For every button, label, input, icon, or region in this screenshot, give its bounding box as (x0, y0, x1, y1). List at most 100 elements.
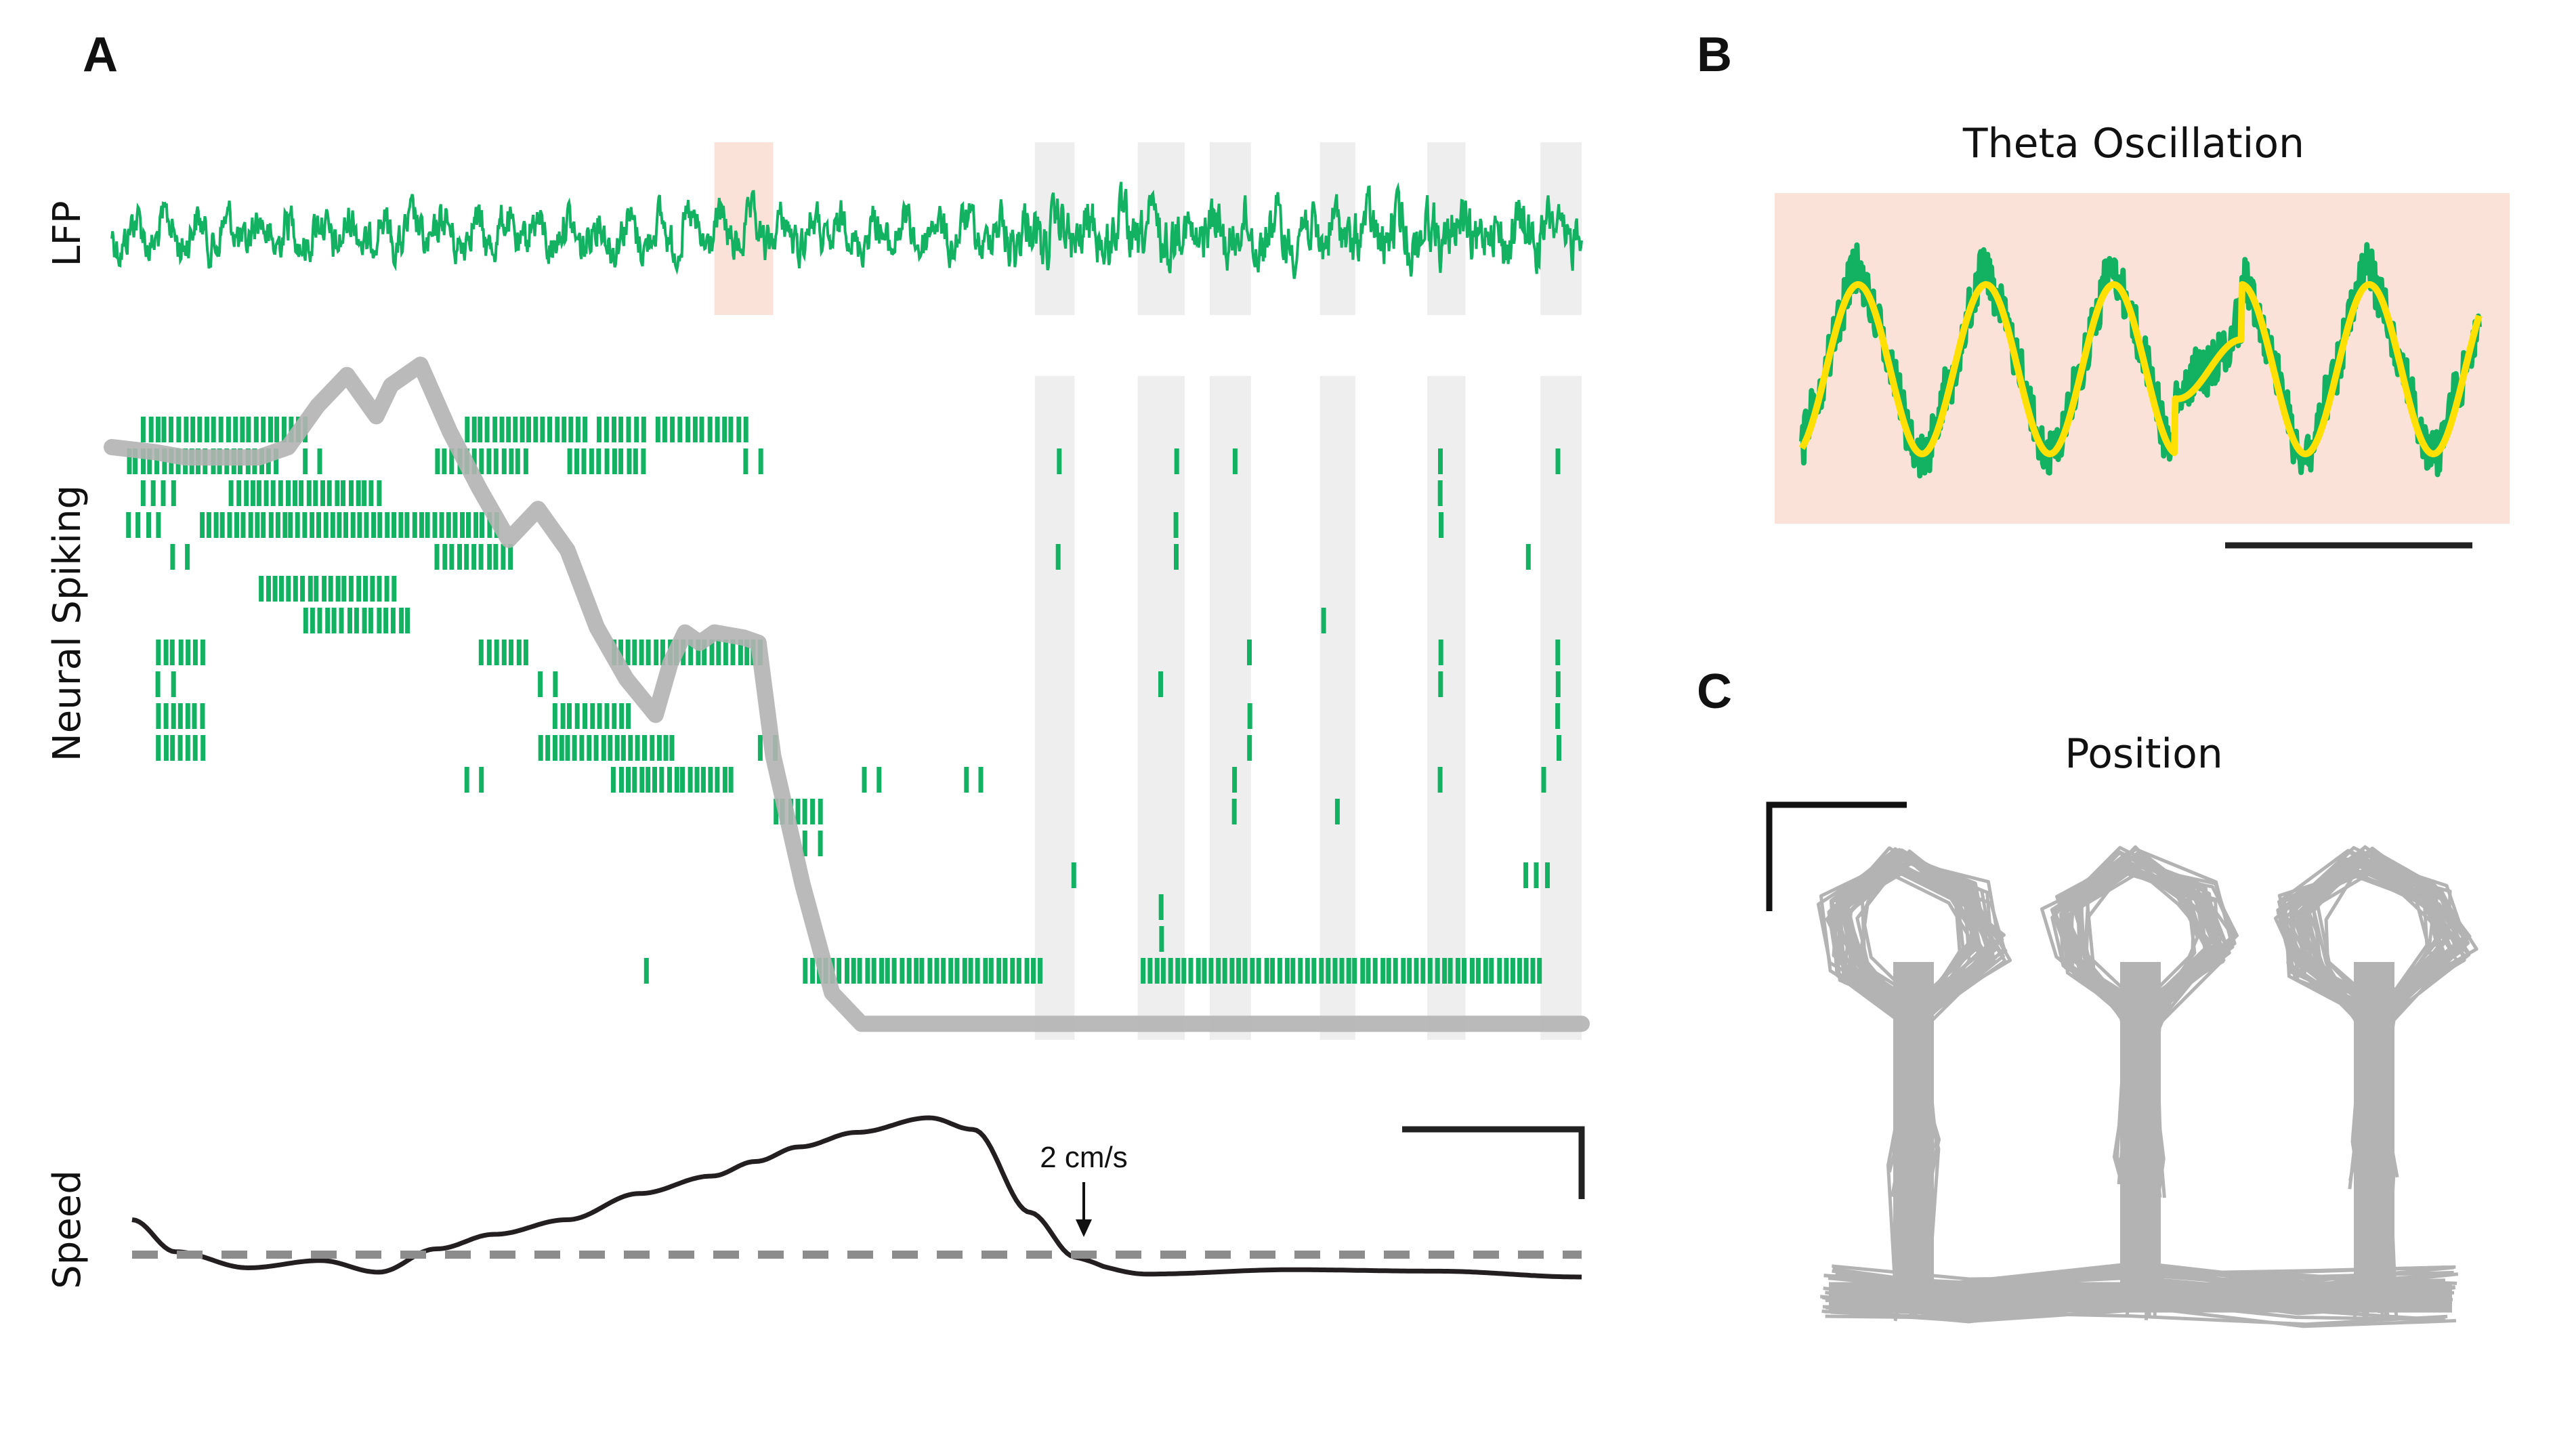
spike (343, 512, 348, 538)
spike (127, 448, 132, 474)
spike (1555, 671, 1561, 697)
spike (758, 448, 763, 474)
spike (1250, 958, 1255, 984)
spike (425, 512, 430, 538)
spike (1158, 671, 1163, 697)
spike (743, 448, 748, 474)
spike (240, 417, 245, 442)
spike (156, 735, 161, 761)
spike (261, 512, 266, 538)
spike (660, 640, 665, 665)
spike (656, 735, 662, 761)
spike (885, 958, 890, 984)
spike (322, 576, 327, 602)
spike (177, 703, 183, 729)
spike (156, 640, 161, 665)
spike (723, 640, 728, 665)
spike (620, 735, 626, 761)
spike (559, 735, 564, 761)
spike (506, 417, 511, 442)
spike (927, 958, 933, 984)
spike (354, 608, 359, 633)
spike (405, 608, 410, 633)
spike (186, 640, 191, 665)
spike (350, 512, 356, 538)
spike (680, 767, 685, 793)
spike (1010, 958, 1015, 984)
spike (325, 608, 331, 633)
spike (1038, 958, 1042, 984)
spike (677, 417, 683, 442)
spike (515, 448, 520, 474)
spike (553, 671, 558, 697)
spike (728, 417, 734, 442)
spike (583, 703, 587, 729)
spike (170, 735, 175, 761)
spike (845, 958, 849, 984)
spike (281, 417, 287, 442)
spike (574, 448, 579, 474)
spike (479, 767, 484, 793)
spike (837, 958, 842, 984)
theta-filtered-line (1798, 281, 2483, 457)
spike (632, 767, 637, 793)
panel-a-scale-bar (1402, 1126, 1585, 1199)
spike (1483, 958, 1488, 984)
spike (385, 512, 390, 538)
spike (1541, 767, 1546, 793)
spike (900, 958, 905, 984)
spike (487, 512, 492, 538)
spike (642, 735, 647, 761)
spike (612, 703, 617, 729)
spike (639, 767, 645, 793)
spike (278, 480, 283, 506)
spike (655, 417, 660, 442)
spike (494, 640, 499, 665)
spike (891, 958, 897, 984)
spike (320, 480, 325, 506)
spike (1534, 862, 1539, 888)
spike (384, 576, 389, 602)
spike (286, 576, 291, 602)
spike (604, 703, 610, 729)
spike (272, 576, 278, 602)
spike (1216, 958, 1221, 984)
spike (596, 448, 601, 474)
spike (328, 576, 333, 602)
spike (560, 703, 566, 729)
spike (473, 512, 479, 538)
spike (335, 480, 340, 506)
spike (185, 703, 190, 729)
spike (743, 417, 748, 442)
spike (1202, 958, 1207, 984)
spike (567, 448, 572, 474)
spike (934, 958, 939, 984)
spike (341, 480, 345, 506)
spike (434, 544, 440, 570)
spike (1442, 958, 1448, 984)
spike (702, 640, 707, 665)
spike (520, 417, 525, 442)
spike (1475, 958, 1481, 984)
spike (736, 417, 742, 442)
threshold-annotation: 2 cm/s (1040, 1141, 1128, 1174)
spike (377, 576, 382, 602)
spike (641, 417, 646, 442)
spike (744, 640, 750, 665)
spike (317, 608, 322, 633)
spike (147, 448, 152, 474)
spike (604, 417, 609, 442)
spike (1372, 958, 1378, 984)
spike (317, 448, 322, 474)
spike (545, 735, 551, 761)
spike (555, 417, 560, 442)
spike (1188, 958, 1194, 984)
spike (178, 640, 184, 665)
spike (669, 735, 675, 761)
spike (709, 640, 715, 665)
spike (204, 417, 209, 442)
spike (1438, 448, 1443, 474)
spike (774, 799, 779, 824)
panel-a-letter: A (83, 28, 118, 82)
